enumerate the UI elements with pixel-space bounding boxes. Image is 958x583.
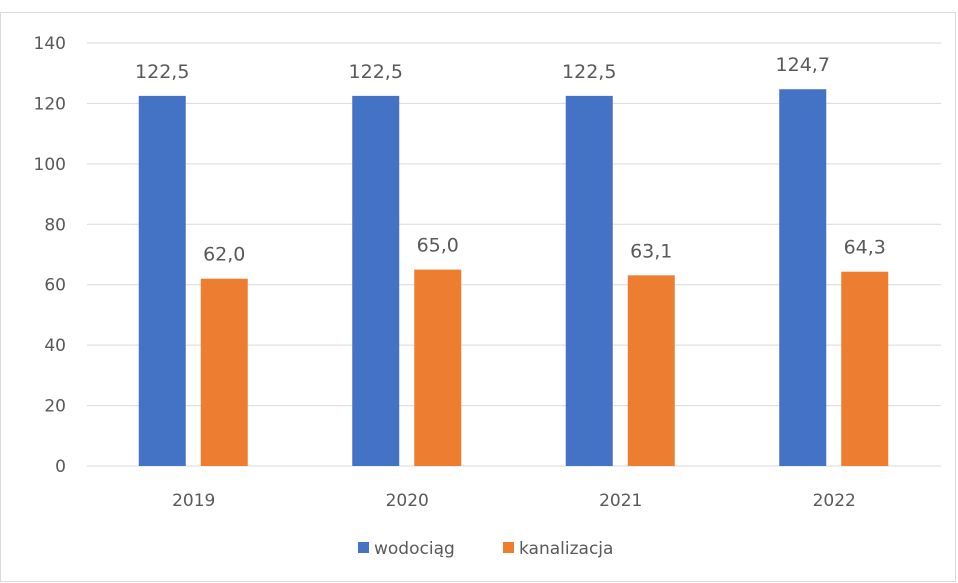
x-tick-label: 2021 (599, 491, 642, 511)
bar-wodociag (138, 95, 186, 466)
bar-wodociag (779, 89, 827, 467)
data-label: 62,0 (203, 244, 245, 266)
bar-kanalizacja (200, 278, 248, 466)
y-tick-label: 40 (44, 336, 66, 356)
data-label: 124,7 (776, 54, 830, 76)
legend-label: kanalizacja (519, 539, 613, 559)
bar-kanalizacja (627, 275, 675, 466)
data-label: 122,5 (349, 61, 403, 83)
legend-item-kanalizacja: kanalizacja (503, 539, 613, 559)
bar-wodociag (352, 95, 400, 466)
data-label: 63,1 (630, 240, 672, 262)
bar-wodociag (565, 95, 613, 466)
legend-swatch (503, 542, 514, 553)
x-tick-label: 2022 (813, 491, 856, 511)
y-tick-label: 120 (34, 94, 66, 114)
data-label: 64,3 (844, 237, 886, 259)
bar-kanalizacja (414, 269, 462, 466)
y-tick-label: 0 (55, 457, 66, 477)
y-tick-label: 20 (44, 397, 66, 417)
y-tick-label: 80 (44, 215, 66, 235)
bar-kanalizacja (841, 271, 889, 466)
legend-label: wodociąg (374, 539, 455, 559)
x-tick-label: 2020 (386, 491, 429, 511)
y-tick-label: 100 (34, 155, 66, 175)
data-label: 122,5 (562, 61, 616, 83)
legend: wodociąg kanalizacja (358, 539, 613, 559)
data-label: 65,0 (417, 235, 459, 257)
legend-swatch (358, 542, 369, 553)
x-tick-label: 2019 (172, 491, 215, 511)
y-tick-label: 140 (34, 34, 66, 54)
legend-item-wodociag: wodociąg (358, 539, 455, 559)
y-tick-label: 60 (44, 276, 66, 296)
data-label: 122,5 (135, 61, 189, 83)
